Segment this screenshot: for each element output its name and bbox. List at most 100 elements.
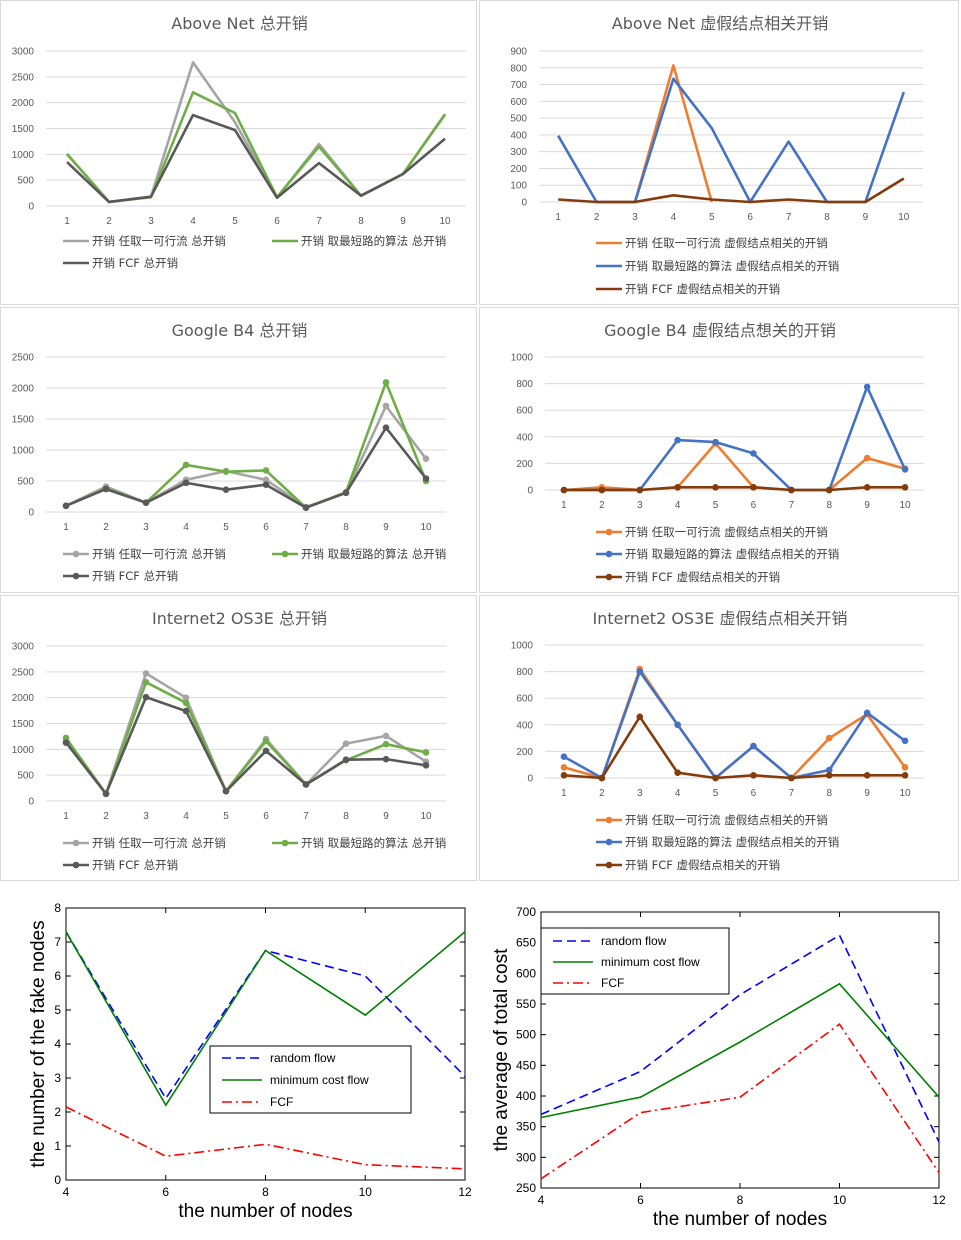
y-tick-label: 500 (17, 771, 34, 782)
legend-label: 开销 取最短路的算法 总开销 (301, 234, 446, 248)
legend-label: 开销 FCF 总开销 (92, 256, 178, 270)
legend-label: 开销 FCF 虚假结点相关的开销 (625, 282, 780, 296)
data-point-s3-3 (142, 499, 150, 507)
legend-label: 开销 任取一可行流 总开销 (92, 836, 226, 850)
data-point-s3-6 (262, 481, 270, 489)
y-tick-label: 400 (510, 130, 527, 141)
data-point-s1-10 (422, 455, 430, 462)
legend-marker (72, 839, 80, 847)
data-point-s2-9 (382, 379, 390, 386)
x-tick-label: 6 (637, 1193, 644, 1207)
y-tick-label: 100 (510, 181, 527, 192)
y-tick-label: 0 (521, 198, 527, 209)
y-tick-label: 0 (28, 202, 34, 213)
y-tick-label: 2 (54, 1105, 61, 1119)
series-line-3 (65, 1106, 466, 1170)
data-point-s3-3 (636, 486, 644, 494)
y-tick-label: 0 (54, 1173, 61, 1187)
x-tick-label: 10 (359, 1185, 373, 1199)
chart-panel-internet2-total: Internet2 OS3E 总开销 0 500 1000 1500 2000 2500 30… (0, 595, 477, 881)
data-point-s3-8 (342, 489, 350, 497)
x-tick-label: 2 (599, 500, 605, 511)
y-tick-label: 2000 (12, 693, 35, 704)
axes-box (65, 907, 466, 1181)
data-point-s3-10 (422, 762, 430, 769)
data-point-s3-6 (750, 484, 757, 491)
x-tick-label: 5 (223, 522, 229, 533)
series-line-3 (66, 113, 446, 204)
y-tick-label: 800 (510, 63, 527, 74)
legend-label: FCF (270, 1095, 293, 1109)
x-tick-label: 3 (143, 811, 149, 822)
y-tick-label: 500 (17, 176, 34, 187)
chart-svg-googleb4-total: Google B4 总开销 0 500 1000 1500 2000 2500 1 2 3 4 5 6 7… (12, 321, 447, 583)
chart-title: Google B4 虚假结点想关的开销 (604, 321, 836, 340)
chart-group: Above Net 总开销 0 500 1000 1500 2000 2500 3000 1 2 3… (12, 14, 466, 270)
x-tick-label: 9 (864, 788, 870, 799)
legend-marker (605, 550, 613, 558)
x-tick-label: 10 (899, 500, 911, 511)
data-point-s3-2 (102, 485, 110, 493)
x-tick-label: 8 (737, 1193, 744, 1207)
x-tick-label: 10 (420, 811, 432, 822)
x-tick-label: 12 (932, 1193, 946, 1207)
legend-label: 开销 FCF 总开销 (92, 858, 178, 872)
x-tick-label: 8 (262, 1185, 269, 1199)
x-tick-label: 4 (63, 1185, 70, 1199)
x-tick-label: 6 (274, 216, 280, 227)
y-tick-label: 500 (510, 114, 527, 125)
legend-label: 开销 取最短路的算法 总开销 (301, 836, 446, 850)
x-tick-label: 10 (833, 1193, 847, 1207)
data-point-s3-3 (142, 693, 150, 701)
series-line-1 (64, 672, 427, 796)
x-tick-label: 3 (143, 522, 149, 533)
data-point-s3-10 (422, 475, 430, 482)
x-tick-label: 7 (303, 522, 309, 533)
y-tick-label: 0 (28, 797, 34, 808)
x-tick-label: 2 (103, 522, 109, 533)
y-tick-label: 700 (510, 80, 527, 91)
series-line-1 (563, 442, 906, 492)
legend-label: 开销 FCF 虚假结点相关的开销 (625, 570, 780, 584)
chart-title: Above Net 虚假结点相关开销 (612, 14, 828, 33)
legend-marker (605, 861, 613, 869)
chart-group: Internet2 OS3E 总开销 0 500 1000 1500 2000 2500 30… (12, 609, 447, 872)
data-point-s3-9 (382, 424, 390, 431)
x-tick-label: 9 (383, 811, 389, 822)
x-tick-label: 7 (316, 216, 322, 227)
data-point-s2-10 (901, 737, 909, 745)
y-tick-label: 2000 (12, 98, 35, 109)
y-tick-label: 650 (516, 936, 536, 950)
x-tick-label: 3 (637, 500, 643, 511)
chart-group: Google B4 总开销 0 500 1000 1500 2000 2500 1 2 3 4 5 6 7… (12, 321, 447, 583)
data-point-s3-9 (863, 484, 871, 491)
y-axis-label: the number of the fake nodes (28, 920, 49, 1167)
legend-label: 开销 任取一可行流 虚假结点相关的开销 (625, 813, 828, 827)
data-point-s3-1 (560, 772, 568, 779)
series-line-2 (557, 77, 906, 204)
data-point-s1-1 (560, 764, 568, 771)
series-line-2 (540, 982, 940, 1119)
x-axis-label: the number of nodes (653, 1209, 827, 1230)
y-tick-label: 8 (54, 901, 61, 915)
data-point-s2-6 (262, 467, 270, 474)
x-tick-label: 1 (63, 522, 69, 533)
x-tick-label: 7 (786, 212, 792, 223)
data-point-s3-4 (182, 479, 190, 487)
data-point-s1-9 (382, 402, 390, 410)
legend-label: FCF (601, 976, 624, 990)
data-point-s3-4 (674, 769, 681, 776)
series-line-2 (563, 670, 906, 780)
y-tick-label: 800 (516, 379, 533, 390)
legend-label: 开销 取最短路的算法 虚假结点相关的开销 (625, 547, 839, 561)
x-tick-label: 9 (400, 216, 406, 227)
legend-label: random flow (601, 934, 667, 948)
chart-svg-abovenet-fake: Above Net 虚假结点相关开销 0 100 200 300 400 500 600 700… (510, 14, 923, 296)
chart-title: Above Net 总开销 (171, 14, 307, 33)
matlab-chart: 4 6 8 10 12 250 300 350 400 450 500 550 600 650 700 ran… (491, 905, 946, 1230)
x-tick-label: 9 (863, 212, 869, 223)
y-tick-label: 500 (17, 477, 34, 488)
x-tick-label: 10 (899, 788, 911, 799)
data-point-s1-8 (342, 740, 350, 747)
data-point-s2-4 (674, 436, 681, 444)
